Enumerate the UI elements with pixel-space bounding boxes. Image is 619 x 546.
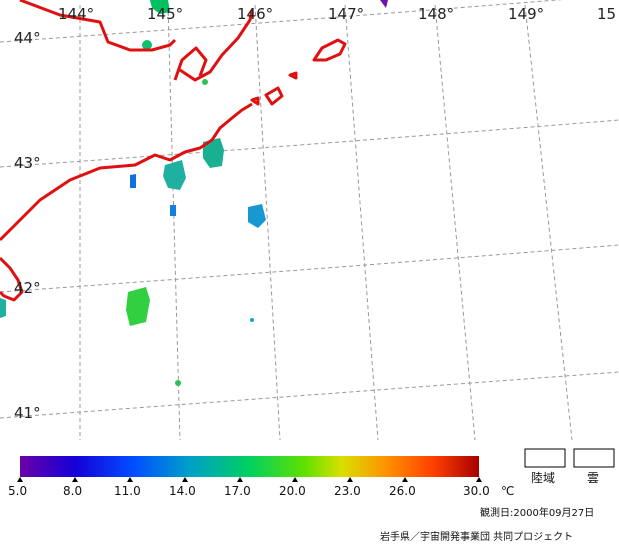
sst-patch-dot-3	[202, 79, 208, 85]
lon-label-148: 148°	[418, 5, 454, 23]
legend-cloud-swatch	[573, 448, 615, 468]
latitude-line-43	[0, 119, 619, 168]
cb-tick-5: 5.0	[8, 484, 27, 498]
latitude-line-42	[0, 244, 619, 293]
lon-label-144: 144°	[58, 5, 94, 23]
sst-patch-coast-1	[203, 138, 224, 168]
sst-patch-small-2	[130, 174, 136, 188]
cb-tick-8: 8.0	[63, 484, 82, 498]
sst-patch-top-right	[380, 0, 388, 8]
coastline-north	[19, 0, 177, 52]
legend-land-label: 陸域	[531, 471, 555, 485]
coastlines	[0, 0, 347, 302]
cb-tick-14: 14.0	[169, 484, 196, 498]
coastline-islet-3	[288, 71, 298, 80]
lon-label-146: 146°	[237, 5, 273, 23]
lat-label-41: 41°	[14, 404, 41, 422]
latitude-gridlines	[0, 0, 619, 419]
cb-tick-17: 17.0	[224, 484, 251, 498]
colorbar-tick-marks	[17, 477, 482, 482]
coastline-etorofu	[312, 38, 347, 62]
coastline-kunashiri	[173, 46, 208, 81]
sst-patch-dot-2	[175, 380, 181, 386]
longitude-line-146	[254, 4, 281, 441]
sst-patch-mid	[248, 204, 266, 228]
cb-tick-11: 11.0	[114, 484, 141, 498]
longitude-gridlines	[79, 4, 573, 441]
cb-tick-23: 23.0	[334, 484, 361, 498]
sst-patch-left	[0, 298, 6, 318]
sst-patch-south	[126, 287, 150, 326]
legend-cloud-label: 雲	[587, 471, 599, 485]
lat-label-43: 43°	[14, 154, 41, 172]
longitude-labels: 144° 145° 146° 147° 148° 149° 15	[58, 5, 616, 23]
cb-tick-26: 26.0	[389, 484, 416, 498]
longitude-line-148	[434, 4, 476, 441]
longitude-line-145	[167, 4, 181, 441]
sst-patch-small	[142, 40, 152, 50]
cb-tick-20: 20.0	[279, 484, 306, 498]
legend-land-swatch	[524, 448, 566, 468]
coastline-shiretoko	[179, 9, 254, 82]
cb-tick-30: 30.0	[463, 484, 490, 498]
lat-label-44: 44°	[14, 29, 41, 47]
cb-unit: ℃	[501, 484, 514, 498]
credit-line: 岩手県／宇宙開発事業団 共同プロジェクト	[380, 530, 573, 543]
sst-patch-dot	[250, 318, 254, 322]
longitude-line-147	[344, 4, 379, 441]
colorbar-tick-labels: 5.0 8.0 11.0 14.0 17.0 20.0 23.0 26.0 30…	[8, 484, 514, 498]
coastline-islet-1	[264, 86, 284, 106]
longitude-line-149	[524, 4, 573, 441]
coastline-hokkaido-sw	[0, 256, 24, 302]
lat-label-42: 42°	[14, 279, 41, 297]
sst-patch-north	[150, 0, 170, 14]
latitude-line-44	[0, 0, 564, 43]
latitude-line-41	[0, 371, 619, 419]
colorbar	[20, 456, 479, 477]
coastline-hokkaido	[0, 102, 253, 242]
latitude-labels: 44° 43° 42° 41°	[14, 29, 41, 422]
sst-patch-coast-2	[163, 160, 186, 190]
lon-label-149: 149°	[508, 5, 544, 23]
sst-patches	[0, 0, 388, 386]
sst-patch-small-3	[170, 205, 176, 216]
coastline-islet-2	[250, 96, 260, 106]
lon-label-150: 15	[597, 5, 616, 23]
lon-label-145: 145°	[147, 5, 183, 23]
lon-label-147: 147°	[328, 5, 364, 23]
observation-date: 観測日:2000年09月27日	[480, 506, 594, 519]
